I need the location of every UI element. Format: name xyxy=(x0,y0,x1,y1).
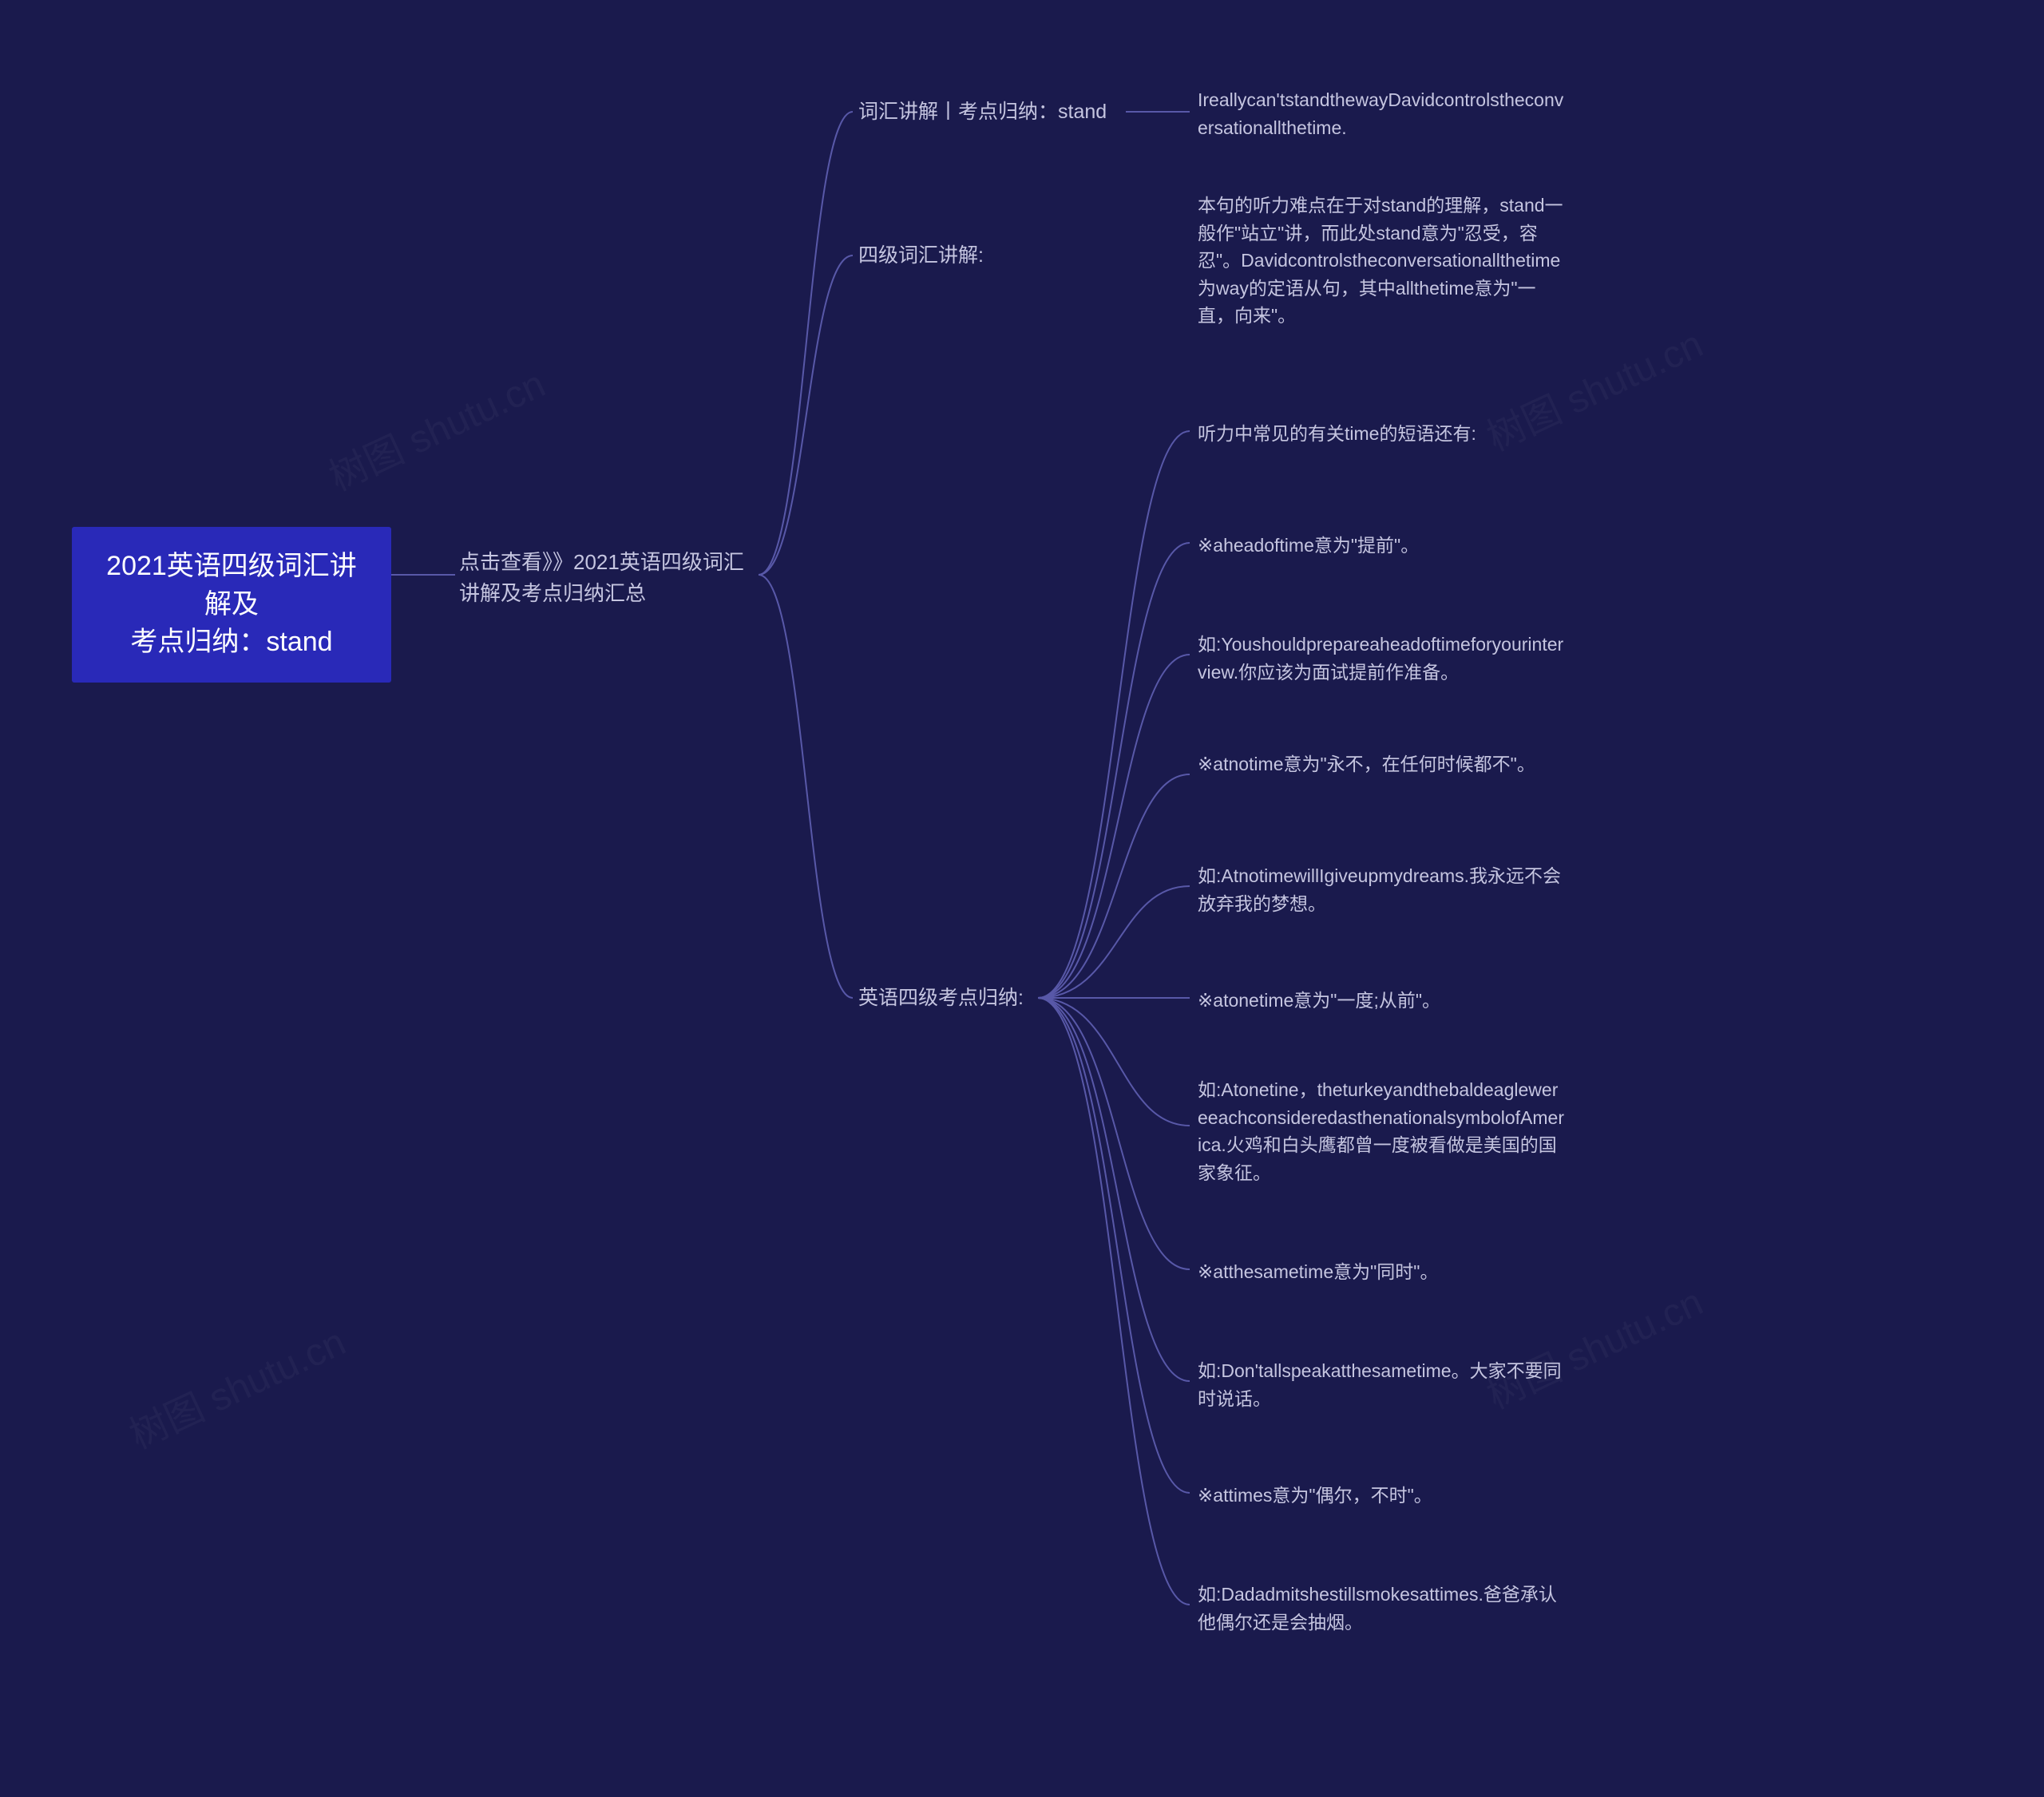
leaf-n3-2-text: ※aheadoftime意为"提前"。 xyxy=(1198,535,1419,556)
leaf-n3-3-text: 如:Youshouldprepareaheadoftimeforyourinte… xyxy=(1198,634,1563,683)
leaf-n3-5-text: 如:AtnotimewillIgiveupmydreams.我永远不会放弃我的梦… xyxy=(1198,865,1561,914)
mindmap-container: 2021英语四级词汇讲解及 考点归纳：stand 点击查看》》2021英语四级词… xyxy=(0,0,2044,1797)
leaf-n3-6-text: ※atonetime意为"一度;从前"。 xyxy=(1198,990,1440,1011)
level2-node-3[interactable]: 英语四级考点归纳: xyxy=(858,984,1024,1014)
leaf-n3-4[interactable]: ※atnotime意为"永不，在任何时候都不"。 xyxy=(1198,750,1535,778)
leaf-n3-3[interactable]: 如:Youshouldprepareaheadoftimeforyourinte… xyxy=(1198,631,1565,686)
leaf-n3-10-text: ※attimes意为"偶尔，不时"。 xyxy=(1198,1485,1432,1506)
root-line2: 考点归纳：stand xyxy=(130,627,332,657)
leaf-n3-4-text: ※atnotime意为"永不，在任何时候都不"。 xyxy=(1198,754,1535,774)
leaf-n2-1-text: 本句的听力难点在于对stand的理解，stand一般作"站立"讲，而此处stan… xyxy=(1198,195,1563,326)
level2-node-1[interactable]: 词汇讲解丨考点归纳：stand xyxy=(858,97,1107,128)
root-node[interactable]: 2021英语四级词汇讲解及 考点归纳：stand xyxy=(72,527,391,683)
level1-text: 点击查看》》2021英语四级词汇讲解及考点归纳汇总 xyxy=(459,550,744,605)
root-line1: 2021英语四级词汇讲解及 xyxy=(106,551,357,619)
leaf-n3-7[interactable]: 如:Atonetine，theturkeyandthebaldeaglewere… xyxy=(1198,1076,1565,1186)
leaf-n3-10[interactable]: ※attimes意为"偶尔，不时"。 xyxy=(1198,1482,1432,1510)
level2-n3-text: 英语四级考点归纳: xyxy=(858,987,1024,1009)
leaf-n3-5[interactable]: 如:AtnotimewillIgiveupmydreams.我永远不会放弃我的梦… xyxy=(1198,862,1565,917)
leaf-n3-9-text: 如:Don'tallspeakatthesametime。大家不要同时说话。 xyxy=(1198,1360,1562,1409)
leaf-n3-7-text: 如:Atonetine，theturkeyandthebaldeaglewere… xyxy=(1198,1079,1564,1183)
connector-lines xyxy=(0,0,2044,1797)
level1-node[interactable]: 点击查看》》2021英语四级词汇讲解及考点归纳汇总 xyxy=(459,547,763,609)
leaf-n3-1[interactable]: 听力中常见的有关time的短语还有: xyxy=(1198,420,1476,448)
leaf-n3-6[interactable]: ※atonetime意为"一度;从前"。 xyxy=(1198,987,1440,1015)
leaf-n2-1[interactable]: 本句的听力难点在于对stand的理解，stand一般作"站立"讲，而此处stan… xyxy=(1198,192,1565,330)
leaf-n1-1-text: Ireallycan'tstandthewayDavidcontrolsthec… xyxy=(1198,89,1563,138)
leaf-n3-8[interactable]: ※atthesametime意为"同时"。 xyxy=(1198,1258,1438,1286)
leaf-n1-1[interactable]: Ireallycan'tstandthewayDavidcontrolsthec… xyxy=(1198,86,1565,141)
leaf-n3-11-text: 如:Dadadmitshestillsmokesattimes.爸爸承认他偶尔还… xyxy=(1198,1584,1557,1633)
level2-node-2[interactable]: 四级词汇讲解: xyxy=(858,241,984,271)
level2-n1-text: 词汇讲解丨考点归纳：stand xyxy=(858,101,1107,123)
leaf-n3-8-text: ※atthesametime意为"同时"。 xyxy=(1198,1261,1438,1282)
leaf-n3-2[interactable]: ※aheadoftime意为"提前"。 xyxy=(1198,532,1419,560)
leaf-n3-1-text: 听力中常见的有关time的短语还有: xyxy=(1198,423,1476,444)
leaf-n3-11[interactable]: 如:Dadadmitshestillsmokesattimes.爸爸承认他偶尔还… xyxy=(1198,1581,1565,1636)
level2-n2-text: 四级词汇讲解: xyxy=(858,244,984,267)
leaf-n3-9[interactable]: 如:Don'tallspeakatthesametime。大家不要同时说话。 xyxy=(1198,1357,1565,1412)
